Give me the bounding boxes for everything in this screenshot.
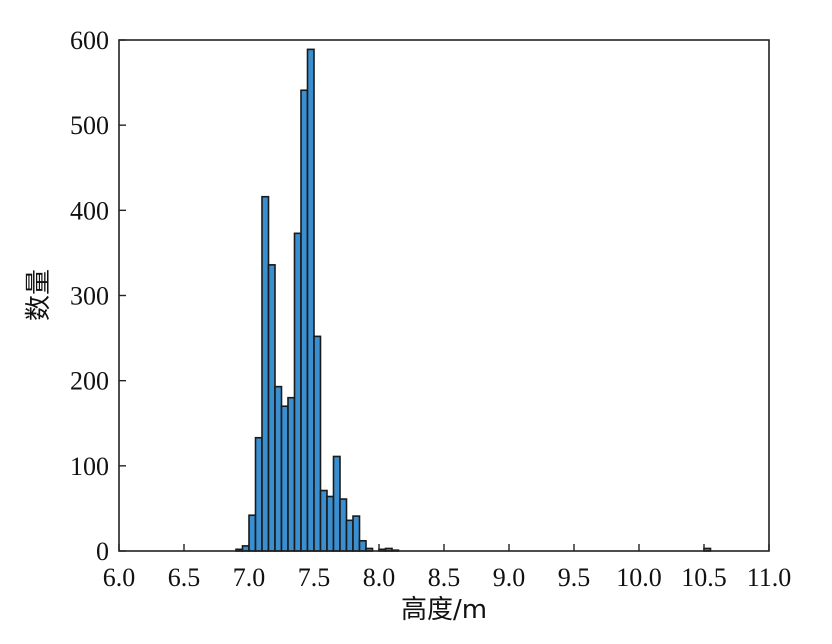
histogram-bar (319, 489, 328, 552)
y-tick-label: 100 (70, 452, 109, 481)
ticks-group (118, 39, 770, 552)
x-tick-label: 8.5 (428, 563, 461, 592)
histogram-bar (261, 195, 270, 552)
x-tick-labels: 6.0 6.5 7.0 7.5 8.0 8.5 9.0 9.5 10.0 10.5 11.0 (103, 563, 792, 592)
bars-group (235, 48, 712, 552)
histogram-bar (248, 514, 257, 552)
y-tick-label: 300 (70, 282, 109, 311)
x-tick-label: 10.5 (681, 563, 727, 592)
histogram-bar (345, 519, 354, 552)
x-tick-label: 8.0 (363, 563, 396, 592)
histogram-bar (352, 515, 361, 552)
x-axis-title: 高度/m (401, 595, 487, 625)
y-tick-label: 400 (70, 196, 109, 225)
histogram-bar (267, 264, 276, 552)
histogram-bar (332, 455, 341, 552)
y-tick-labels: 0 100 200 300 400 500 600 (70, 26, 109, 566)
histogram-bar (339, 498, 348, 552)
histogram-bar (300, 89, 309, 552)
plot-frame (118, 39, 770, 552)
x-tick-label: 10.0 (616, 563, 662, 592)
y-tick-label: 200 (70, 367, 109, 396)
x-tick-label: 7.0 (233, 563, 266, 592)
x-tick-label: 9.0 (493, 563, 526, 592)
y-tick-label: 600 (70, 26, 109, 55)
y-tick-label: 0 (96, 537, 109, 566)
histogram-bar (280, 405, 289, 552)
histogram-bar (326, 495, 335, 552)
histogram-bar (254, 436, 263, 552)
x-tick-label: 6.0 (103, 563, 136, 592)
histogram-bar (274, 385, 283, 552)
histogram-bar (287, 396, 296, 552)
y-tick-label: 500 (70, 111, 109, 140)
histogram-bar (306, 48, 315, 552)
x-tick-label: 9.5 (558, 563, 591, 592)
x-tick-label: 11.0 (747, 563, 792, 592)
histogram-bar (358, 539, 367, 552)
y-axis-title: 数量 (24, 269, 54, 321)
x-tick-label: 7.5 (298, 563, 331, 592)
histogram-bar (313, 335, 322, 552)
histogram-bar (293, 232, 302, 552)
x-tick-label: 6.5 (168, 563, 201, 592)
